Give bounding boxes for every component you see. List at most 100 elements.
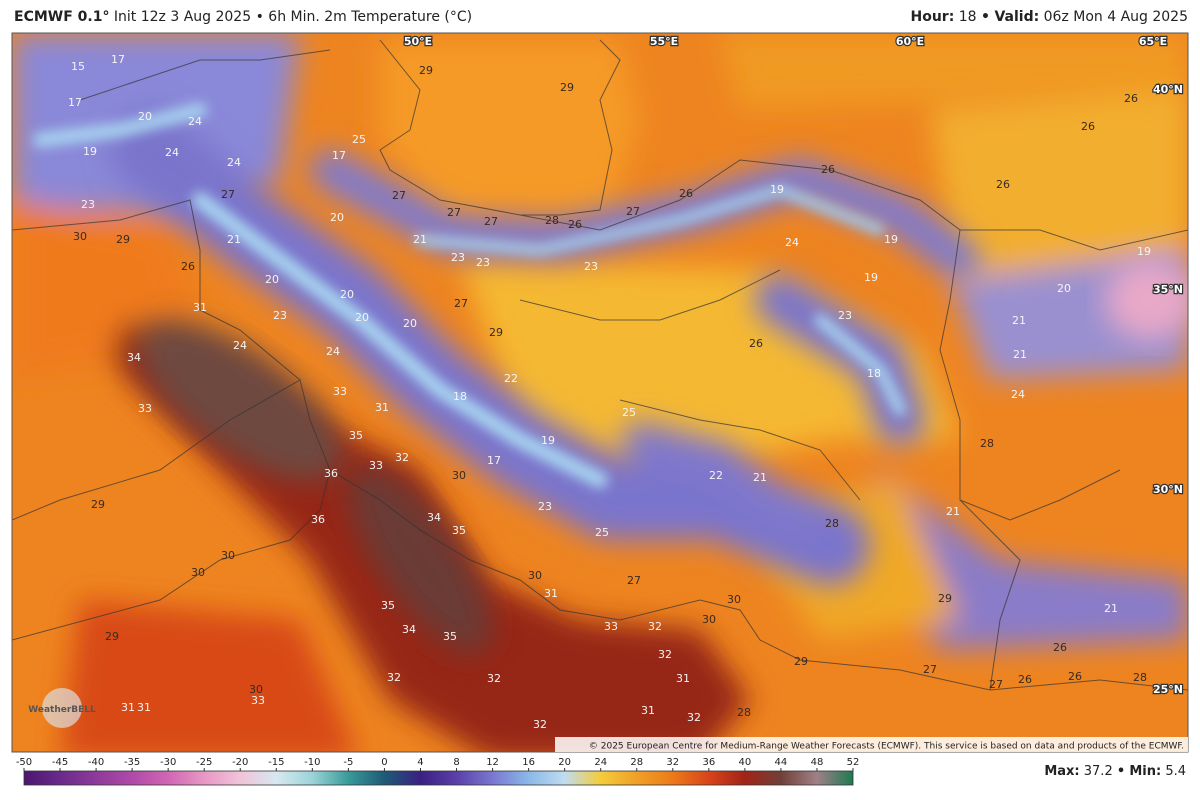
temperature-label: 33	[604, 620, 618, 633]
temperature-label: 26	[181, 260, 195, 273]
latitude-label: 35°N	[1153, 283, 1183, 296]
colorbar-tick-label: 0	[381, 757, 387, 768]
temperature-label: 25	[595, 526, 609, 539]
temperature-label: 20	[340, 288, 354, 301]
longitude-label: 65°E	[1139, 35, 1167, 48]
temperature-label: 19	[83, 145, 97, 158]
colorbar-tick-label: -40	[88, 757, 104, 768]
temperature-label: 34	[427, 511, 441, 524]
temperature-label: 17	[111, 53, 125, 66]
colorbar-tick-label: -35	[124, 757, 140, 768]
temperature-label: 21	[946, 505, 960, 518]
temperature-label: 33	[251, 694, 265, 707]
temperature-label: 26	[1068, 670, 1082, 683]
temperature-label: 31	[544, 587, 558, 600]
temperature-label: 32	[687, 711, 701, 724]
separator: •	[1116, 764, 1126, 779]
temperature-label: 32	[658, 648, 672, 661]
temperature-label: 29	[91, 498, 105, 511]
hour-label: Hour:	[910, 9, 955, 25]
temperature-label: 35	[443, 630, 457, 643]
temperature-label: 19	[884, 233, 898, 246]
temperature-label: 29	[938, 592, 952, 605]
temperature-label: 20	[355, 311, 369, 324]
temperature-label: 23	[538, 500, 552, 513]
hour: 18	[958, 9, 977, 25]
temperature-label: 30	[73, 230, 87, 243]
temperature-label: 35	[349, 429, 363, 442]
temperature-label: 18	[867, 367, 881, 380]
temperature-label: 28	[825, 517, 839, 530]
colorbar-tick-label: 8	[453, 757, 459, 768]
temperature-label: 24	[227, 156, 241, 169]
temperature-label: 36	[324, 467, 338, 480]
logo-badge	[42, 688, 82, 728]
max: 37.2	[1083, 764, 1113, 779]
temperature-label: 22	[709, 469, 723, 482]
temperature-label: 23	[584, 260, 598, 273]
colorbar-tick-label: -25	[196, 757, 212, 768]
temperature-label: 27	[221, 188, 235, 201]
colorbar-tick-label: -50	[16, 757, 32, 768]
temperature-label: 29	[419, 64, 433, 77]
colorbar-tick-label: -5	[343, 757, 353, 768]
temperature-label: 30	[452, 469, 466, 482]
header-right: Hour: 18 • Valid: 06z Mon 4 Aug 2025	[911, 9, 1189, 25]
temperature-label: 27	[923, 663, 937, 676]
temperature-field	[12, 33, 1188, 752]
temperature-label: 17	[68, 96, 82, 109]
temperature-label: 15	[71, 60, 85, 73]
temperature-label: 19	[770, 183, 784, 196]
longitude-label: 55°E	[650, 35, 678, 48]
latitude-label: 30°N	[1153, 483, 1183, 496]
temperature-label: 30	[528, 569, 542, 582]
header: ECMWF 0.1° Init 12z 3 Aug 2025 • 6h Min.…	[0, 0, 1200, 33]
temperature-label: 27	[626, 205, 640, 218]
valid: 06z Mon 4 Aug 2025	[1043, 9, 1188, 25]
temperature-label: 23	[451, 251, 465, 264]
temperature-label: 26	[568, 218, 582, 231]
temperature-label: 34	[127, 351, 141, 364]
colorbar-tick-label: 4	[417, 757, 423, 768]
latitude-label: 25°N	[1153, 683, 1183, 696]
temperature-label: 26	[1124, 92, 1138, 105]
valid-label: Valid:	[994, 9, 1040, 25]
borders	[12, 39, 1188, 691]
copyright: © 2025 European Centre for Medium-Range …	[589, 742, 1184, 752]
temperature-label: 22	[504, 372, 518, 385]
colorbar-tick-label: 16	[522, 757, 535, 768]
temperature-label: 23	[838, 309, 852, 322]
description: Init 12z 3 Aug 2025 • 6h Min. 2m Tempera…	[113, 9, 473, 25]
temperature-label: 23	[273, 309, 287, 322]
temperature-label: 20	[265, 273, 279, 286]
temperature-label: 30	[221, 549, 235, 562]
temperature-label: 30	[249, 683, 263, 696]
colorbar-tick-label: 48	[811, 757, 824, 768]
temperature-label: 19	[541, 434, 555, 447]
temperature-label: 32	[387, 671, 401, 684]
colorbar-tick-label: -30	[160, 757, 176, 768]
temperature-label: 18	[453, 390, 467, 403]
copyright-bg	[555, 737, 1188, 752]
temperature-label: 26	[679, 187, 693, 200]
logo: WeatherBELL	[28, 705, 96, 715]
temperature-label: 28	[980, 437, 994, 450]
longitude-label: 60°E	[896, 35, 924, 48]
temperature-label: 23	[81, 198, 95, 211]
colorbar-gradient	[23, 770, 854, 786]
temperature-label: 27	[627, 574, 641, 587]
temperature-label: 27	[447, 206, 461, 219]
temperature-label: 25	[352, 133, 366, 146]
colorbar-tick-label: -10	[304, 757, 320, 768]
temperature-label: 29	[105, 630, 119, 643]
colorbar: -50 -45 -40 -35 -30 -25 -20 -15 -10 -5 0 4 8 12 16 20 24…	[16, 757, 859, 786]
temperature-label: 33	[333, 385, 347, 398]
latitude-label: 40°N	[1153, 83, 1183, 96]
temperature-label: 24	[326, 345, 340, 358]
temperature-label: 21	[413, 233, 427, 246]
colorbar-tick-label: 44	[775, 757, 788, 768]
temperature-label: 26	[1053, 641, 1067, 654]
footer: Max: 37.2 • Min: 5.4	[1044, 764, 1186, 779]
temperature-label: 24	[188, 115, 202, 128]
temperature-label: 27	[392, 189, 406, 202]
